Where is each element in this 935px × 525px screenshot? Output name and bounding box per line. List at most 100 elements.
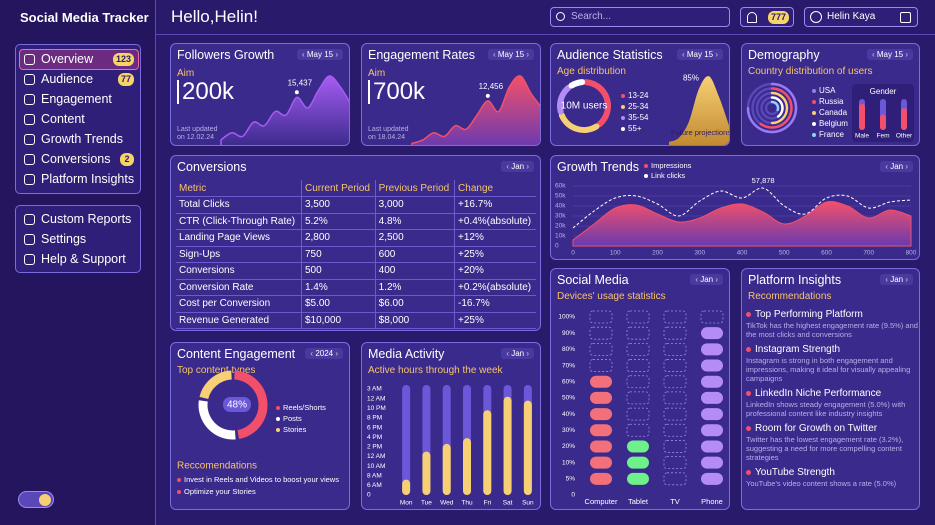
x-tick-label: 600 (821, 250, 832, 257)
empty-pill (663, 359, 687, 372)
nav-label: Overview (41, 52, 94, 66)
period-selector[interactable]: May 15 (866, 49, 913, 60)
legend-dot (812, 111, 816, 115)
table-cell: 400 (374, 262, 455, 280)
x-tick-label: Sun (522, 500, 534, 507)
bullet (177, 478, 181, 482)
empty-pill (626, 342, 650, 356)
usage-pill (701, 359, 723, 372)
nav-item[interactable]: Audience 77 (20, 70, 138, 89)
legend-label: Reels/Shorts (283, 403, 326, 412)
legend-label: 25-34 (628, 102, 649, 111)
annotation: 57,878 (752, 176, 775, 185)
nav-badge: 123 (112, 53, 134, 66)
table-cell: $10,000 (300, 312, 376, 329)
column-header: Metric (176, 180, 302, 197)
center-pill (223, 397, 251, 412)
legend-label: Stories (283, 425, 307, 434)
search-box[interactable]: Search... (550, 7, 730, 27)
empty-pill (663, 391, 687, 405)
nav-icon (24, 54, 35, 65)
table-row: Total Clicks 3,500 3,000 +16.7% (176, 196, 536, 214)
empty-pill (700, 310, 724, 324)
y-tick-label: 2 PM (367, 444, 382, 451)
insight-body: TikTok has the highest engagement rate (… (746, 321, 918, 339)
period-selector[interactable]: Jan (501, 348, 534, 359)
usage-pill (701, 375, 723, 388)
nav-item[interactable]: Conversions 2 (20, 150, 138, 169)
x-tick-label: 200 (652, 250, 663, 257)
legend-dot (621, 94, 625, 98)
notifications[interactable]: 777 (740, 7, 794, 27)
aim-value: 700k (368, 80, 425, 104)
nav-item[interactable]: Platform Insights (20, 170, 138, 189)
legend-dot (621, 105, 625, 109)
panel-title: Demography (748, 48, 820, 62)
nav-item[interactable]: Overview 123 (19, 49, 139, 70)
recommendation: Invest in Reels and Videos to boost your… (184, 475, 339, 484)
period-selector[interactable]: May 15 (676, 49, 723, 60)
aim-value: 200k (177, 80, 234, 104)
nav-label: Content (41, 112, 85, 126)
y-tick-label: 20k (555, 223, 566, 230)
legend-dot (812, 122, 816, 126)
period-selector[interactable]: May 15 (487, 49, 534, 60)
table-cell: +20% (454, 262, 536, 280)
nav-item[interactable]: Growth Trends (20, 130, 138, 149)
nav-item[interactable]: Help & Support (20, 250, 138, 269)
projection-label: 85% (683, 73, 699, 82)
legend-label: 35-54 (628, 113, 649, 122)
column-header: Change (454, 180, 536, 197)
bar (463, 438, 471, 495)
donut-segment (582, 79, 611, 128)
x-tick-label: Fri (483, 500, 491, 507)
insight-body: YouTube's video content shows a rate (5.… (746, 479, 897, 488)
period-selector[interactable]: 2024 (305, 348, 343, 359)
empty-pill (626, 359, 650, 372)
bar (402, 479, 411, 495)
annotation: 15,437 (288, 78, 313, 87)
legend-dot (621, 127, 625, 131)
x-tick-label: Tue (421, 500, 432, 507)
nav-item[interactable]: Custom Reports (20, 210, 138, 229)
period-selector[interactable]: Jan (880, 274, 913, 285)
table-cell: +12% (454, 229, 536, 247)
chart: 0 5% 10% 20% 30% 40% 50% 60% 70% 80% 90% 100% Comput… (558, 310, 724, 506)
table-cell: 2,500 (374, 229, 455, 247)
legend-label: France (819, 130, 844, 139)
x-tick-label: 100 (610, 250, 621, 257)
theme-toggle[interactable] (18, 491, 54, 508)
y-tick-label: 3 AM (367, 386, 382, 393)
panel-subtitle: Recommendations (748, 291, 832, 302)
x-tick-label: 400 (737, 250, 748, 257)
period-selector[interactable]: Jan (690, 274, 723, 285)
bar (483, 410, 492, 495)
bar (523, 400, 532, 495)
period-selector[interactable]: Jan (501, 161, 534, 172)
nav-label: Engagement (41, 92, 112, 106)
greeting: Hello,Helin! (171, 7, 258, 26)
period-selector[interactable]: Jan (880, 161, 913, 172)
nav-item[interactable]: Content (20, 110, 138, 129)
empty-pill (663, 342, 687, 356)
empty-pill (589, 326, 613, 340)
nav-icon (24, 254, 35, 265)
usage-pill (701, 456, 723, 469)
x-tick-label: 0 (571, 250, 575, 257)
nav-label: Conversions (41, 152, 111, 166)
period-selector[interactable]: May 15 (296, 49, 343, 60)
legend-dot (644, 164, 648, 168)
nav-badge: 77 (117, 73, 134, 86)
empty-pill (626, 423, 650, 437)
area (411, 75, 540, 145)
nav-item[interactable]: Settings (20, 230, 138, 249)
table-row: Conversion Rate 1.4% 1.2% +0.2%(absolute) (176, 279, 536, 296)
table-cell: Revenue Generated (176, 312, 302, 329)
y-tick-label: 70% (562, 362, 575, 369)
last-updated: Last updated on 18.04.24 (368, 126, 409, 141)
x-tick-label: Mon (400, 500, 413, 507)
nav-item[interactable]: Engagement (20, 90, 138, 109)
profile[interactable]: Helin Kaya (804, 7, 918, 27)
